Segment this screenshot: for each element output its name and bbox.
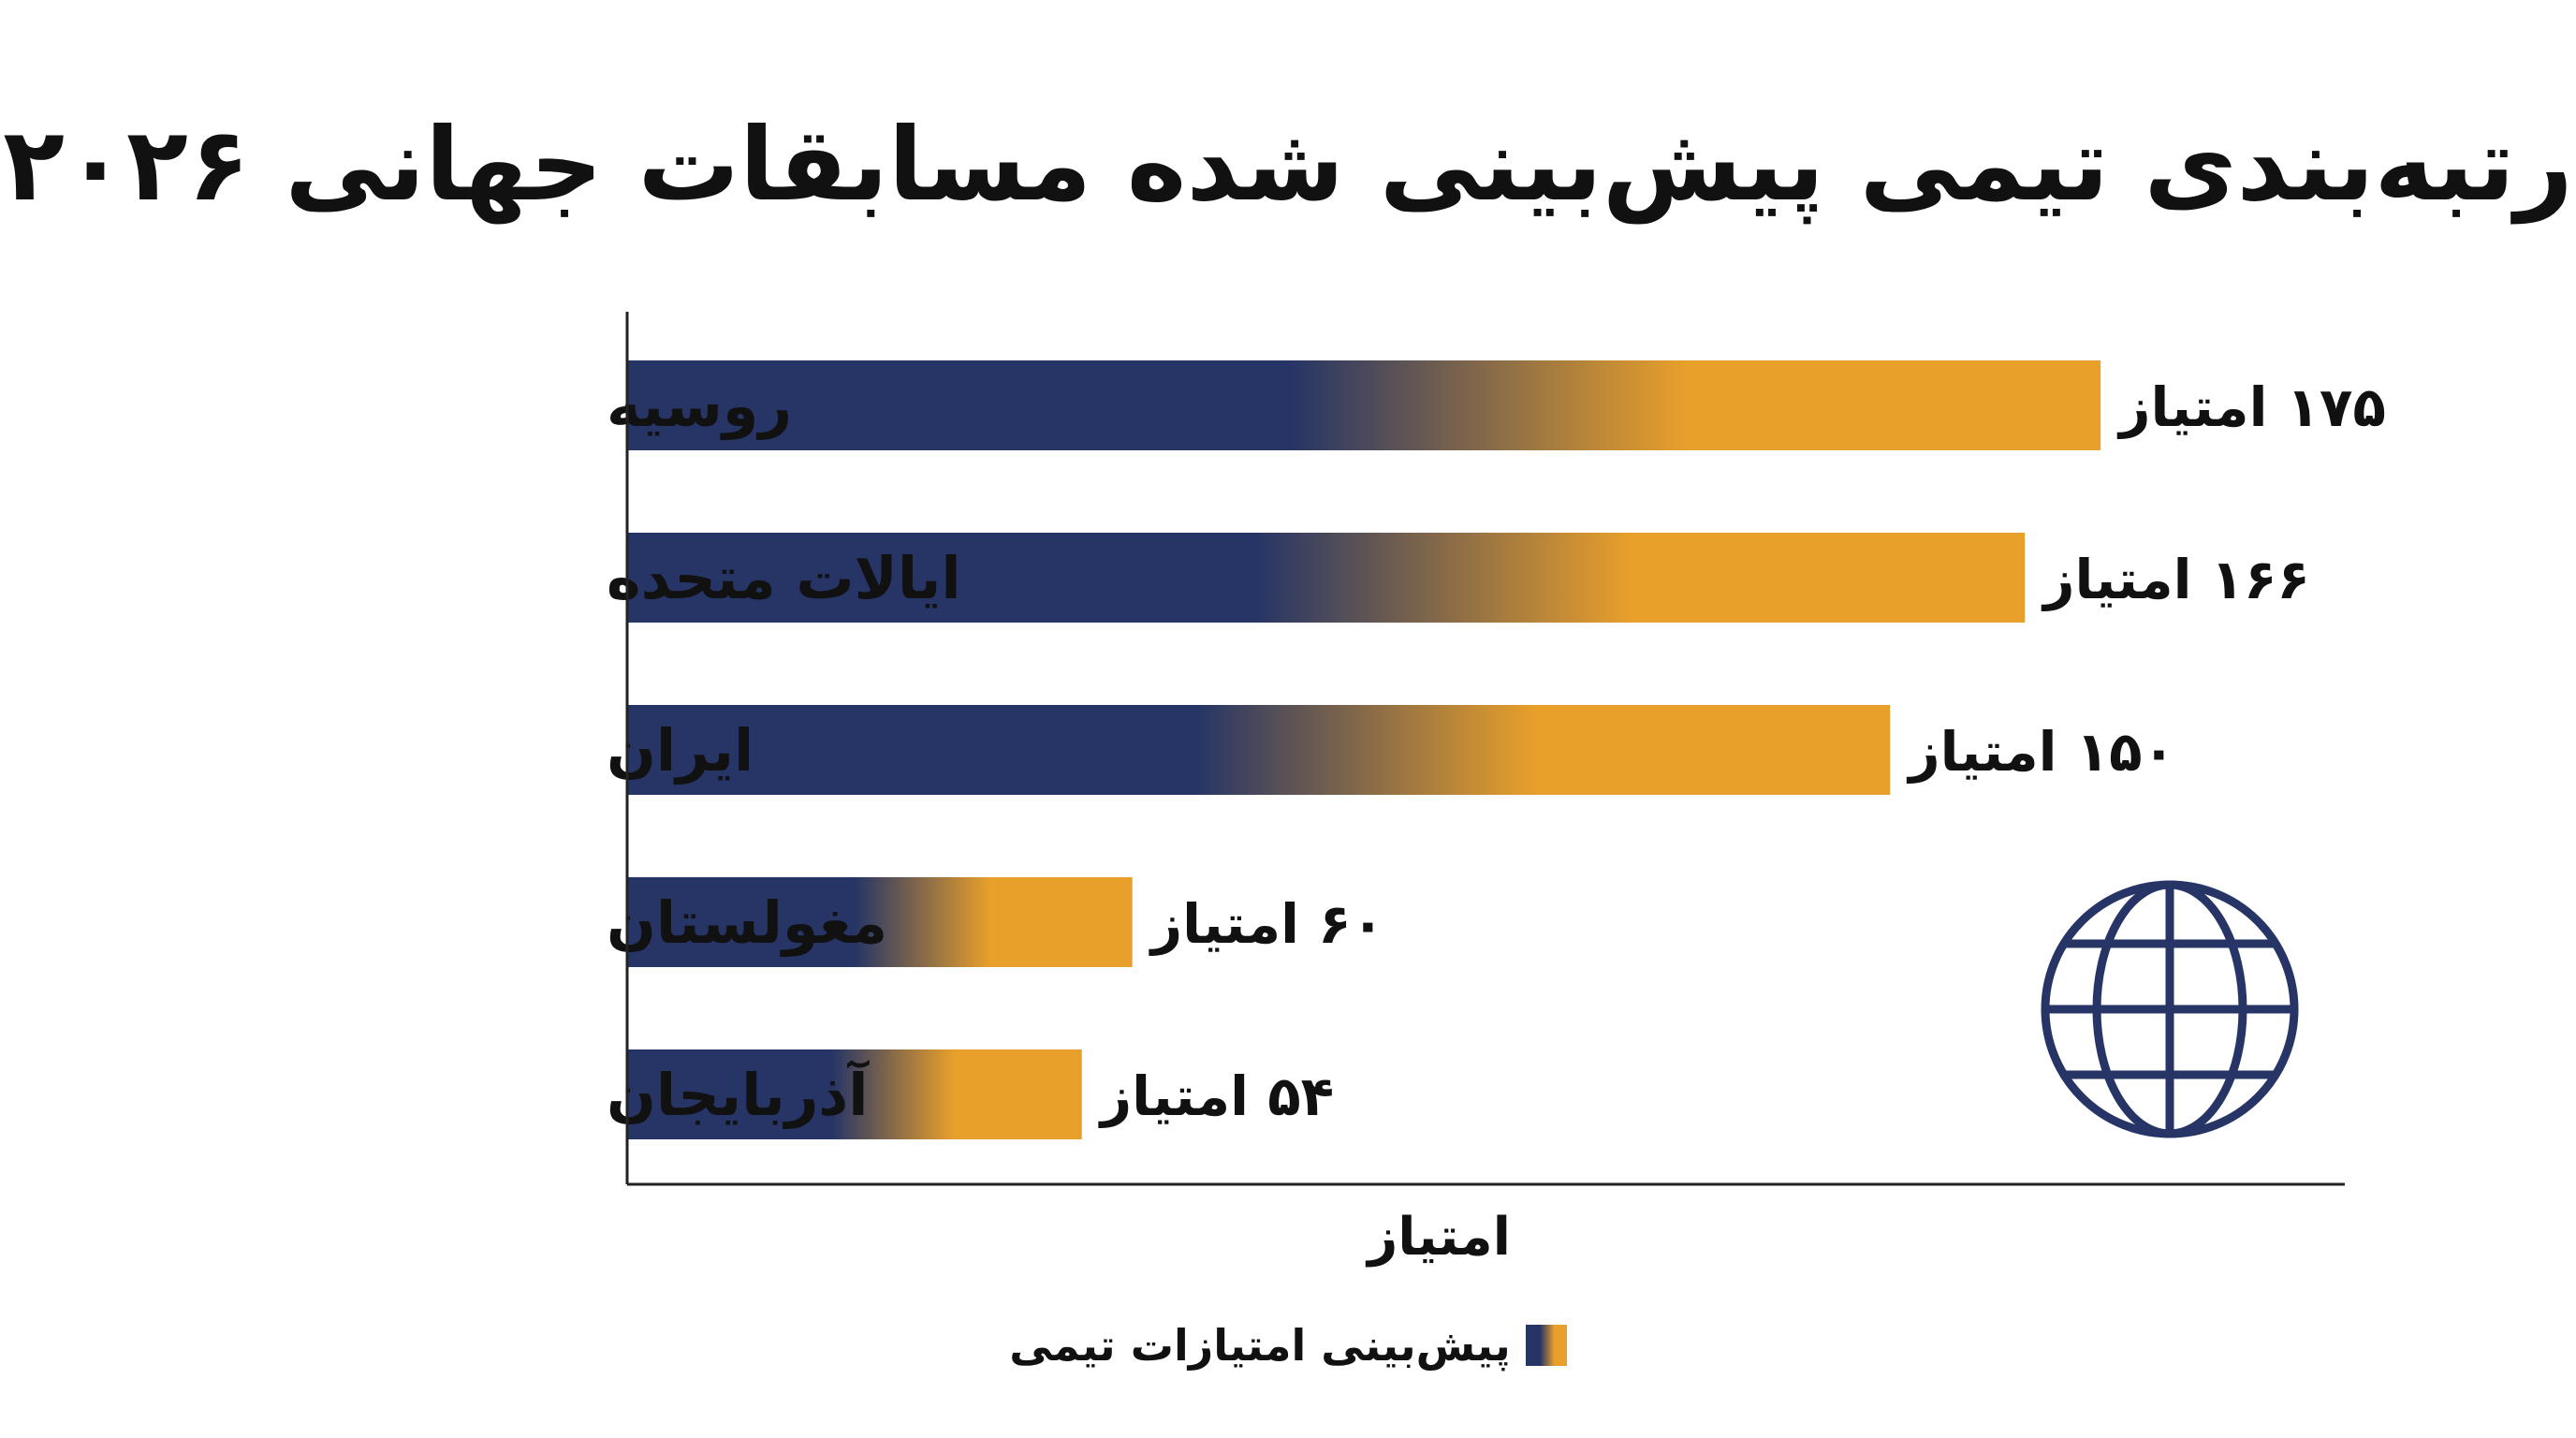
- category-label-1: ایالات متحده: [607, 544, 961, 612]
- category-label-3: مغولستان: [607, 888, 887, 957]
- bar-0: [627, 360, 2101, 450]
- legend-swatch: [1525, 1325, 1567, 1366]
- value-label-4: ۵۴ امتیاز: [1098, 1064, 1334, 1128]
- globe-icon: [2041, 880, 2299, 1138]
- legend: پیش‌بینی امتیازات تیمی: [0, 1320, 2576, 1371]
- category-label-4: آذربایجان: [607, 1059, 870, 1129]
- category-label-0: روسیه: [607, 372, 792, 440]
- value-labels-group: ۱۷۵ امتیاز ۱۶۶ امتیاز ۱۵۰ امتیاز ۶۰ امتیاز ۵…: [1098, 375, 2386, 1128]
- bar-1: [627, 533, 2026, 623]
- bar-4: [627, 1049, 1082, 1139]
- bar-3: [627, 877, 1133, 967]
- value-label-1: ۱۶۶ امتیاز: [2041, 548, 2310, 611]
- category-label-2: ایران: [607, 716, 754, 785]
- value-label-2: ۱۵۰ امتیاز: [1906, 720, 2175, 784]
- value-label-0: ۱۷۵ امتیاز: [2116, 375, 2386, 439]
- bars-group: [627, 360, 2101, 1139]
- bar-2: [627, 705, 1891, 795]
- legend-label: پیش‌بینی امتیازات تیمی: [1009, 1320, 1511, 1371]
- value-label-3: ۶۰ امتیاز: [1149, 892, 1384, 956]
- x-axis-title: امتیاز: [1365, 1207, 1511, 1268]
- category-labels-group: روسیه ایالات متحده ایران مغولستان آذربایجان: [607, 372, 961, 1129]
- chart-title: رتبه‌بندی تیمی پیش‌بینی شده مسابقات جهان…: [3, 107, 2573, 224]
